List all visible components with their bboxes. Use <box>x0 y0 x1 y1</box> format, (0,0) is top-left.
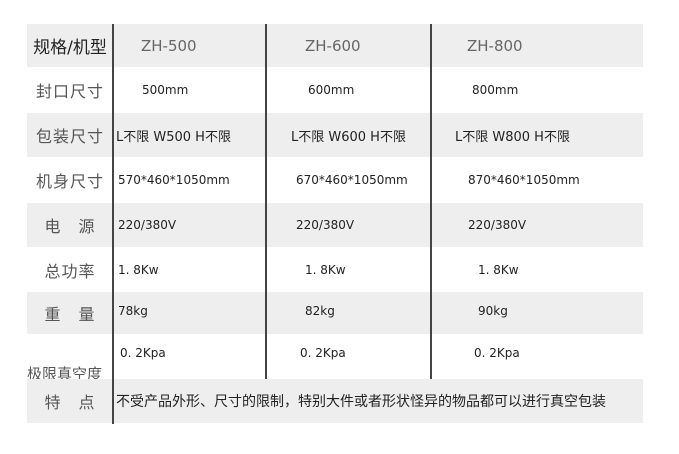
row-value: 600mm <box>308 83 355 97</box>
row-value: 670*460*1050mm <box>296 173 408 187</box>
row-value: 220/380V <box>296 218 355 232</box>
model-zh800: ZH-800 <box>467 36 523 55</box>
row-value: 220/380V <box>468 218 527 232</box>
header-label: 规格/机型 <box>33 38 107 58</box>
row-value: L不限 W500 H不限 <box>116 129 231 145</box>
row-label: 重 量 <box>44 305 96 324</box>
row-label: 封口尺寸 <box>35 82 104 101</box>
row-value: 0. 2Kpa <box>300 346 346 360</box>
row-value: 570*460*1050mm <box>118 173 230 187</box>
model-zh500: ZH-500 <box>141 36 197 55</box>
row-value: 0. 2Kpa <box>120 346 166 360</box>
row-label: 包装尺寸 <box>35 127 104 146</box>
header-row: 规格/机型 ZH-500 ZH-600 ZH-800 <box>27 24 643 67</box>
row-label: 电 源 <box>44 217 96 236</box>
row-label: 机身尺寸 <box>35 172 104 191</box>
row-value: L不限 W600 H不限 <box>291 129 406 145</box>
row-label: 极限真空度 <box>27 365 103 383</box>
row-value: 1. 8Kw <box>118 262 159 277</box>
row-value: 500mm <box>142 83 189 97</box>
table-row: 重 量 78kg 82kg 90kg <box>27 292 643 334</box>
row-value: 800mm <box>472 83 519 97</box>
table-row: 包装尺寸 L不限 W500 H不限 L不限 W600 H不限 L不限 W800 H不限 <box>27 113 643 157</box>
row-value: 1. 8Kw <box>478 262 519 277</box>
model-zh600: ZH-600 <box>305 36 361 55</box>
column-divider <box>265 24 267 379</box>
row-value: 870*460*1050mm <box>468 173 580 187</box>
table-row: 极限真空度 0. 2Kpa 0. 2Kpa 0. 2Kpa <box>27 334 643 383</box>
row-label: 总功率 <box>44 261 96 281</box>
table-row: 总功率 1. 8Kw 1. 8Kw 1. 8Kw <box>27 247 643 292</box>
table-row: 电 源 220/380V 220/380V 220/380V <box>27 203 643 247</box>
row-value: 220/380V <box>118 218 177 232</box>
row-value: 0. 2Kpa <box>474 346 520 360</box>
column-divider <box>112 24 114 424</box>
feature-text: 不受产品外形、尺寸的限制，特别大件或者形状怪异的物品都可以进行真空包装 <box>116 394 606 410</box>
row-value: 90kg <box>478 304 508 318</box>
row-value: L不限 W800 H不限 <box>455 129 570 145</box>
feature-row: 特 点 不受产品外形、尺寸的限制，特别大件或者形状怪异的物品都可以进行真空包装 <box>27 379 643 423</box>
table-row: 封口尺寸 500mm 600mm 800mm <box>27 67 643 113</box>
row-value: 78kg <box>118 304 148 318</box>
column-divider <box>430 24 432 379</box>
row-value: 1. 8Kw <box>305 262 346 277</box>
row-value: 82kg <box>305 304 335 318</box>
table-row: 机身尺寸 570*460*1050mm 670*460*1050mm 870*460*… <box>27 157 643 203</box>
feature-label: 特 点 <box>44 393 96 412</box>
